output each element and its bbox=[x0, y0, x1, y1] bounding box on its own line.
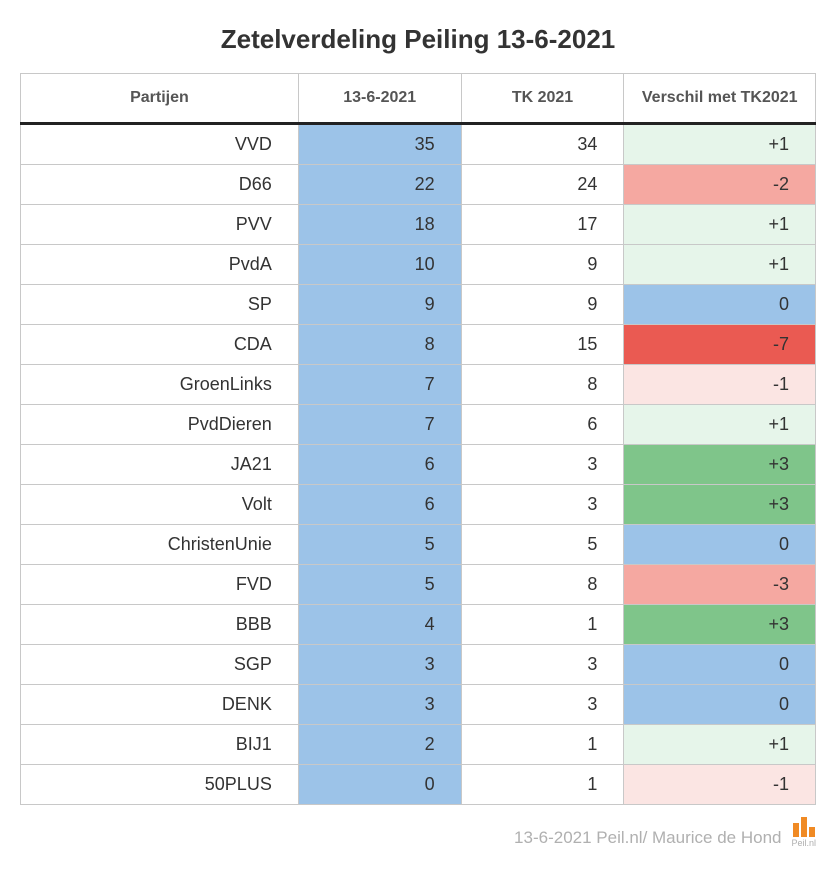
diff-cell: 0 bbox=[624, 525, 816, 565]
tk-cell: 5 bbox=[461, 525, 624, 565]
table-row: FVD58-3 bbox=[21, 565, 816, 605]
tk-cell: 15 bbox=[461, 325, 624, 365]
table-row: DENK330 bbox=[21, 685, 816, 725]
table-row: SGP330 bbox=[21, 645, 816, 685]
diff-cell: +3 bbox=[624, 485, 816, 525]
party-cell: PvdDieren bbox=[21, 405, 299, 445]
table-header-row: Partijen 13-6-2021 TK 2021 Verschil met … bbox=[21, 74, 816, 124]
party-cell: GroenLinks bbox=[21, 365, 299, 405]
table-row: CDA815-7 bbox=[21, 325, 816, 365]
diff-cell: +1 bbox=[624, 124, 816, 165]
party-cell: JA21 bbox=[21, 445, 299, 485]
poll-cell: 35 bbox=[298, 124, 461, 165]
table-row: JA2163+3 bbox=[21, 445, 816, 485]
footer: 13-6-2021 Peil.nl/ Maurice de Hond Peil.… bbox=[20, 817, 816, 848]
tk-cell: 1 bbox=[461, 765, 624, 805]
page-title: Zetelverdeling Peiling 13-6-2021 bbox=[20, 24, 816, 55]
table-row: 50PLUS01-1 bbox=[21, 765, 816, 805]
diff-cell: 0 bbox=[624, 645, 816, 685]
poll-cell: 10 bbox=[298, 245, 461, 285]
poll-cell: 3 bbox=[298, 685, 461, 725]
party-cell: BBB bbox=[21, 605, 299, 645]
party-cell: CDA bbox=[21, 325, 299, 365]
footer-text: 13-6-2021 Peil.nl/ Maurice de Hond bbox=[514, 828, 781, 848]
poll-cell: 3 bbox=[298, 645, 461, 685]
party-cell: FVD bbox=[21, 565, 299, 605]
party-cell: PvdA bbox=[21, 245, 299, 285]
diff-cell: 0 bbox=[624, 685, 816, 725]
peil-logo-text: Peil.nl bbox=[791, 838, 816, 848]
poll-cell: 4 bbox=[298, 605, 461, 645]
diff-cell: -2 bbox=[624, 165, 816, 205]
diff-cell: -3 bbox=[624, 565, 816, 605]
seats-table: Partijen 13-6-2021 TK 2021 Verschil met … bbox=[20, 73, 816, 805]
tk-cell: 17 bbox=[461, 205, 624, 245]
diff-cell: -7 bbox=[624, 325, 816, 365]
tk-cell: 8 bbox=[461, 565, 624, 605]
diff-cell: +3 bbox=[624, 605, 816, 645]
peil-logo: Peil.nl bbox=[791, 817, 816, 848]
peil-logo-icon bbox=[793, 817, 815, 837]
diff-cell: 0 bbox=[624, 285, 816, 325]
poll-cell: 5 bbox=[298, 525, 461, 565]
party-cell: 50PLUS bbox=[21, 765, 299, 805]
tk-cell: 3 bbox=[461, 485, 624, 525]
poll-cell: 6 bbox=[298, 445, 461, 485]
tk-cell: 6 bbox=[461, 405, 624, 445]
tk-cell: 1 bbox=[461, 605, 624, 645]
tk-cell: 34 bbox=[461, 124, 624, 165]
diff-cell: -1 bbox=[624, 365, 816, 405]
party-cell: D66 bbox=[21, 165, 299, 205]
tk-cell: 3 bbox=[461, 445, 624, 485]
poll-cell: 8 bbox=[298, 325, 461, 365]
tk-cell: 3 bbox=[461, 645, 624, 685]
col-header-poll: 13-6-2021 bbox=[298, 74, 461, 124]
poll-cell: 2 bbox=[298, 725, 461, 765]
party-cell: DENK bbox=[21, 685, 299, 725]
tk-cell: 8 bbox=[461, 365, 624, 405]
table-row: ChristenUnie550 bbox=[21, 525, 816, 565]
poll-cell: 18 bbox=[298, 205, 461, 245]
poll-cell: 7 bbox=[298, 365, 461, 405]
party-cell: VVD bbox=[21, 124, 299, 165]
tk-cell: 9 bbox=[461, 245, 624, 285]
table-row: BBB41+3 bbox=[21, 605, 816, 645]
poll-cell: 0 bbox=[298, 765, 461, 805]
diff-cell: +1 bbox=[624, 245, 816, 285]
col-header-party: Partijen bbox=[21, 74, 299, 124]
tk-cell: 1 bbox=[461, 725, 624, 765]
table-row: SP990 bbox=[21, 285, 816, 325]
poll-cell: 6 bbox=[298, 485, 461, 525]
diff-cell: -1 bbox=[624, 765, 816, 805]
party-cell: Volt bbox=[21, 485, 299, 525]
party-cell: PVV bbox=[21, 205, 299, 245]
diff-cell: +3 bbox=[624, 445, 816, 485]
party-cell: ChristenUnie bbox=[21, 525, 299, 565]
party-cell: SP bbox=[21, 285, 299, 325]
table-row: D662224-2 bbox=[21, 165, 816, 205]
party-cell: SGP bbox=[21, 645, 299, 685]
table-row: VVD3534+1 bbox=[21, 124, 816, 165]
table-row: PvdDieren76+1 bbox=[21, 405, 816, 445]
poll-cell: 5 bbox=[298, 565, 461, 605]
poll-cell: 22 bbox=[298, 165, 461, 205]
table-row: PvdA109+1 bbox=[21, 245, 816, 285]
table-row: PVV1817+1 bbox=[21, 205, 816, 245]
party-cell: BIJ1 bbox=[21, 725, 299, 765]
diff-cell: +1 bbox=[624, 405, 816, 445]
table-row: BIJ121+1 bbox=[21, 725, 816, 765]
col-header-tk: TK 2021 bbox=[461, 74, 624, 124]
col-header-diff: Verschil met TK2021 bbox=[624, 74, 816, 124]
diff-cell: +1 bbox=[624, 725, 816, 765]
diff-cell: +1 bbox=[624, 205, 816, 245]
tk-cell: 9 bbox=[461, 285, 624, 325]
poll-cell: 7 bbox=[298, 405, 461, 445]
tk-cell: 3 bbox=[461, 685, 624, 725]
poll-cell: 9 bbox=[298, 285, 461, 325]
table-row: Volt63+3 bbox=[21, 485, 816, 525]
table-row: GroenLinks78-1 bbox=[21, 365, 816, 405]
tk-cell: 24 bbox=[461, 165, 624, 205]
